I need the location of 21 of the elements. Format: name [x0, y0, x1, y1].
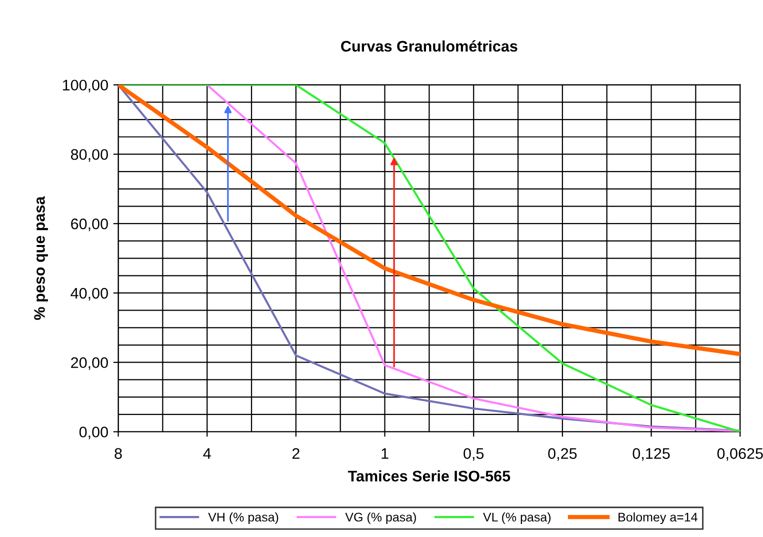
- y-tick-label: 40,00: [70, 288, 108, 300]
- y-tick-label: 100,00: [62, 80, 108, 92]
- x-tick-label: 0,125: [632, 448, 670, 461]
- legend-label: VG (% pasa): [345, 512, 416, 524]
- chart-title: Curvas Granulométricas: [341, 40, 518, 52]
- x-tick-label: 0,0625: [717, 448, 763, 461]
- legend-label: VH (% pasa): [208, 512, 278, 524]
- x-tick-label: 8: [114, 448, 122, 459]
- x-tick-label: 1: [382, 448, 388, 459]
- y-tick-label: 0,00: [79, 426, 108, 440]
- y-axis-title: % peso que pasa: [34, 196, 48, 320]
- y-tick-label: 20,00: [71, 357, 108, 370]
- x-tick-label: 2: [292, 448, 300, 459]
- legend-label: VL (% pasa): [483, 512, 551, 524]
- y-tick-label: 80,00: [70, 149, 108, 162]
- y-tick-label: 60,00: [71, 218, 108, 232]
- legend-label: Bolomey a=14: [618, 512, 698, 524]
- x-tick-label: 0,5: [464, 448, 484, 461]
- x-axis-title: Tamices Serie ISO-565: [348, 470, 510, 482]
- x-tick-label: 4: [203, 448, 211, 459]
- x-tick-label: 0,25: [548, 448, 577, 461]
